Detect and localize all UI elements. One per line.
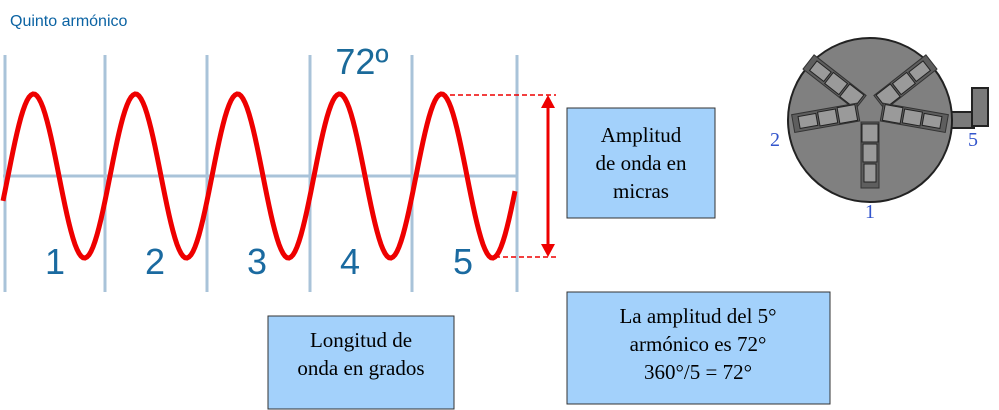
boxes: Amplitud de onda en micras Longitud de o… <box>267 107 831 410</box>
box <box>267 315 455 410</box>
jaw-step <box>862 143 878 163</box>
box-text: micras <box>613 179 669 203</box>
handle <box>949 111 975 129</box>
chuck <box>787 37 989 203</box>
jaw-step <box>891 71 916 96</box>
jaw <box>873 54 938 111</box>
jaw-step <box>861 123 879 143</box>
jaw-step <box>824 71 849 96</box>
segment-label: 3 <box>247 241 267 282</box>
jaw-step <box>921 112 943 129</box>
chuck-label: 1 <box>865 201 875 223</box>
jaw-step <box>816 108 839 127</box>
box-text: onda en grados <box>297 356 424 380</box>
jaw-step <box>797 112 819 129</box>
jaw-step <box>808 60 832 83</box>
handle-knob <box>971 87 989 127</box>
chuck-label: 2 <box>770 129 780 151</box>
box <box>566 107 716 219</box>
jaw <box>802 54 867 111</box>
segment-label: 1 <box>45 241 65 282</box>
segment-label: 4 <box>340 241 360 282</box>
arrow-head <box>541 95 555 108</box>
box <box>566 291 831 405</box>
jaw <box>791 102 861 133</box>
jaw <box>860 121 880 189</box>
jaw-step <box>863 163 877 183</box>
arrow-head <box>541 244 555 257</box>
angle-label: 72º <box>335 41 388 82</box>
wave <box>0 91 518 261</box>
segment-label: 2 <box>145 241 165 282</box>
jaw-step <box>875 83 901 109</box>
box-text: Longitud de <box>310 328 412 352</box>
jaw <box>879 102 949 133</box>
jaw-step <box>901 108 924 127</box>
jaw-step <box>839 83 865 109</box>
box-text: Amplitud <box>601 123 682 147</box>
title: Quinto armónico <box>10 13 127 30</box>
jaw-step <box>881 103 904 125</box>
chuck-label: 5 <box>968 129 978 151</box>
jaws <box>791 54 949 189</box>
box-text: La amplitud del 5° <box>619 304 776 328</box>
box-text: 360°/5 = 72° <box>644 360 752 384</box>
segment-labels: 1 2 3 4 5 <box>45 241 473 282</box>
segment-label: 5 <box>453 241 473 282</box>
box-text: de onda en <box>596 151 687 175</box>
jaw-step <box>908 60 932 83</box>
box-text: armónico es 72° <box>630 332 767 356</box>
chuck-labels: 2 5 1 <box>770 129 978 223</box>
amplitude-marker <box>442 94 556 258</box>
jaw-step <box>836 103 859 125</box>
